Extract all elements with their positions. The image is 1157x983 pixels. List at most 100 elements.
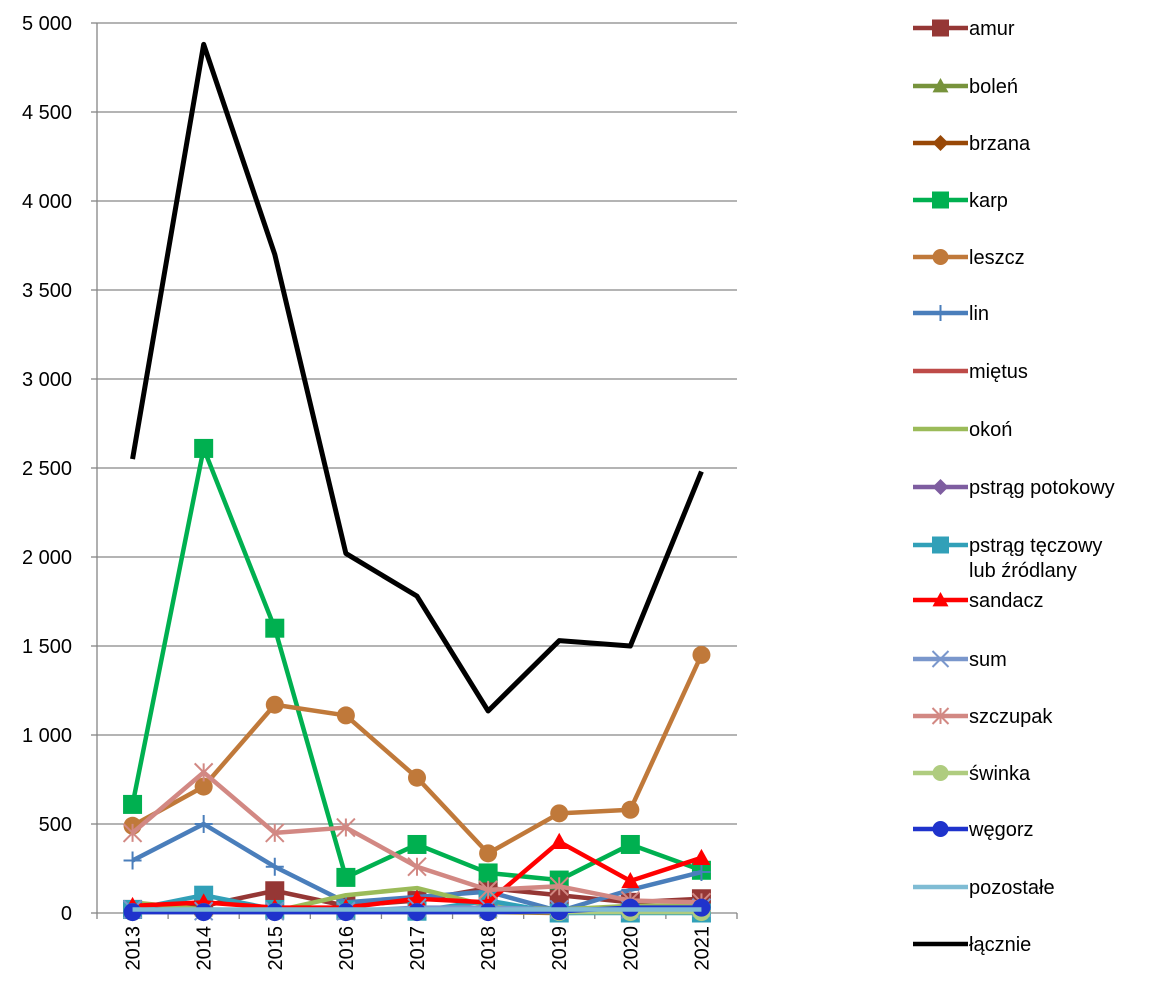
legend-marker <box>931 707 950 725</box>
series-leszcz <box>123 645 711 863</box>
legend-label: boleń <box>969 76 1018 98</box>
data-point <box>692 863 711 882</box>
plot-series <box>122 41 712 923</box>
data-point <box>549 876 569 897</box>
legend-marker <box>932 821 949 837</box>
y-tick-label: 1 500 <box>22 636 72 658</box>
legend-marker <box>932 78 949 93</box>
legend-marker <box>932 19 949 37</box>
legend-marker <box>932 305 949 321</box>
data-point <box>265 695 284 714</box>
data-point <box>123 794 143 814</box>
data-point <box>478 863 498 883</box>
y-tick-label: 4 000 <box>22 191 72 213</box>
data-point <box>265 823 285 843</box>
x-axis: 2013 2014 2015 2016 2017 2018 2019 2020 2021 <box>96 912 738 971</box>
legend-label: sandacz <box>969 590 1044 612</box>
data-point <box>692 645 711 664</box>
data-point <box>265 618 285 638</box>
legend-label: pozostałe <box>969 877 1055 899</box>
y-tick-label: 0 <box>61 903 72 925</box>
legend-item-bolen: boleń <box>913 76 1018 98</box>
legend-item-brzana: brzana <box>913 133 1031 155</box>
legend-label: lin <box>969 303 989 325</box>
x-tick-label: 2018 <box>478 926 500 971</box>
legend-label: szczupak <box>969 706 1053 728</box>
legend-marker <box>932 479 949 495</box>
data-point <box>265 903 284 922</box>
legend-marker <box>932 592 949 607</box>
data-point <box>692 848 711 866</box>
y-tick-label: 2 000 <box>22 547 72 569</box>
legend-label: brzana <box>969 133 1031 155</box>
legend-item-lacznie: łącznie <box>913 934 1031 956</box>
y-tick-label: 500 <box>39 814 72 836</box>
x-tick-label: 2020 <box>620 926 642 971</box>
data-point <box>123 903 142 922</box>
legend-item-pstrag-potokowy: pstrąg potokowy <box>913 477 1115 499</box>
x-tick-label: 2015 <box>265 926 287 971</box>
legend-label: leszcz <box>969 247 1025 269</box>
data-point <box>408 768 426 787</box>
data-point <box>479 844 498 863</box>
gridlines <box>97 22 737 825</box>
data-point <box>407 834 427 854</box>
x-tick-label: 2013 <box>123 926 145 971</box>
series-lacznie <box>130 41 704 714</box>
legend-marker <box>932 249 949 265</box>
legend-item-leszcz: leszcz <box>913 247 1025 269</box>
legend-label: karp <box>969 190 1008 212</box>
legend-label: łącznie <box>969 934 1031 956</box>
legend-label: sum <box>969 649 1007 671</box>
legend-label: amur <box>969 18 1015 40</box>
legend: amur boleń brzana karp leszcz lin miętus okoń ps… <box>913 18 1115 956</box>
data-point <box>408 903 426 922</box>
legend-item-amur: amur <box>913 18 1015 40</box>
data-point <box>336 706 355 725</box>
data-point <box>122 823 143 843</box>
series-line <box>130 41 704 714</box>
data-point <box>194 777 213 796</box>
legend-marker <box>932 135 949 151</box>
legend-marker <box>932 765 949 781</box>
legend-marker <box>932 536 949 554</box>
y-tick-label: 1 000 <box>22 725 72 747</box>
legend-label: okoń <box>969 419 1012 441</box>
series-szczupak <box>122 762 712 913</box>
legend-item-lin: lin <box>913 303 989 325</box>
legend-label: miętus <box>969 361 1028 383</box>
x-tick-label: 2021 <box>691 926 713 971</box>
y-tick-label: 4 500 <box>22 102 72 124</box>
legend-label: pstrąg tęczowy lub źródlany <box>969 535 1102 582</box>
data-point <box>193 762 214 783</box>
legend-marker <box>932 191 949 209</box>
legend-item-wegorz: węgorz <box>913 819 1033 841</box>
data-point <box>407 857 427 877</box>
data-point <box>123 851 142 870</box>
data-point <box>621 800 640 819</box>
data-point <box>621 871 640 889</box>
x-tick-label: 2017 <box>407 926 429 971</box>
y-tick-label: 5 000 <box>22 13 72 35</box>
y-tick-label: 3 000 <box>22 369 72 391</box>
data-point <box>194 903 213 922</box>
y-tick-label: 3 500 <box>22 280 72 302</box>
data-point <box>478 880 498 900</box>
data-point <box>479 903 498 922</box>
legend-label: świnka <box>969 763 1031 785</box>
legend-marker <box>931 650 950 668</box>
x-tick-label: 2019 <box>549 926 571 971</box>
x-tick-label: 2014 <box>194 926 216 971</box>
data-point <box>336 817 356 838</box>
legend-item-szczupak: szczupak <box>913 706 1053 728</box>
legend-label: węgorz <box>968 819 1033 841</box>
series-karp <box>123 438 711 890</box>
y-tick-label: 2 500 <box>22 458 72 480</box>
legend-item-sum: sum <box>913 649 1007 671</box>
data-point <box>194 438 214 458</box>
legend-item-okon: okoń <box>913 419 1012 441</box>
legend-item-mietus: miętus <box>913 361 1028 383</box>
data-point <box>550 832 569 849</box>
data-point <box>194 815 213 833</box>
